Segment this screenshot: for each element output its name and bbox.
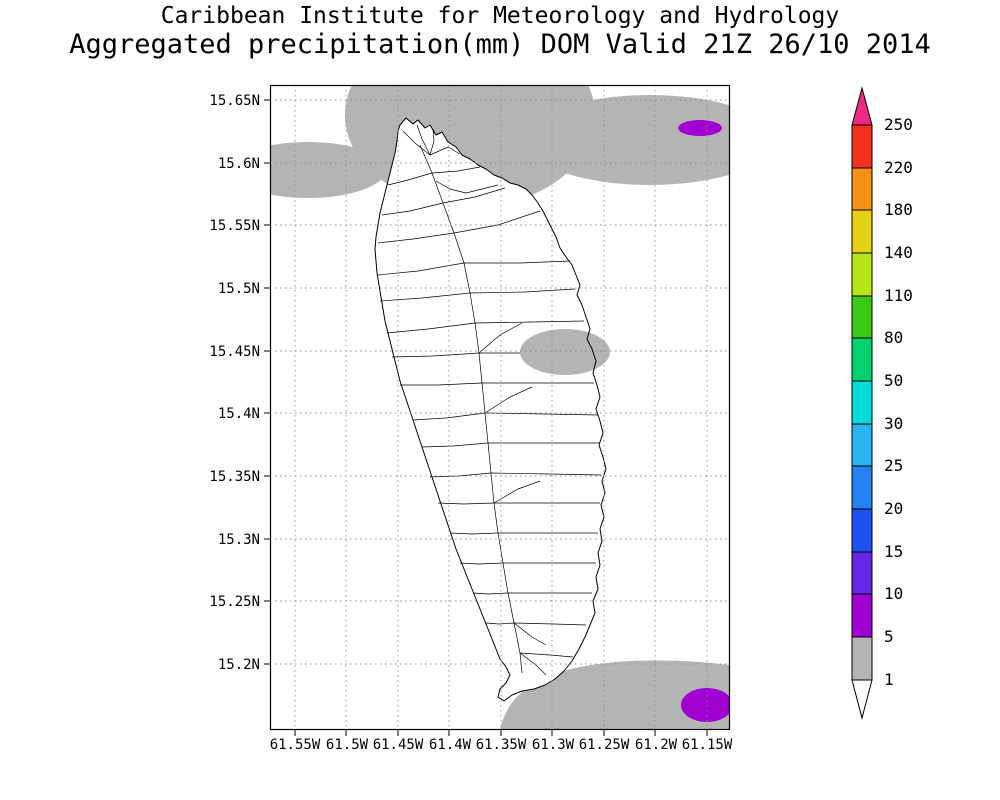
colorbar-label: 110 — [884, 286, 913, 305]
colorbar-segment — [851, 124, 873, 169]
y-axis-label: 15.45N — [209, 344, 260, 360]
colorbar-label: 15 — [884, 542, 903, 561]
colorbar-label: 50 — [884, 371, 903, 390]
y-axis-label: 15.3N — [217, 532, 260, 548]
colorbar-segment — [851, 423, 873, 467]
purple-spot-northeast — [678, 120, 722, 136]
colorbar-segment — [851, 508, 873, 553]
precip-colorbar: 250 220 180 140 110 80 50 30 25 20 15 10… — [851, 86, 913, 720]
y-axis-label: 15.55N — [209, 218, 260, 234]
y-axis-label: 15.2N — [217, 657, 260, 673]
x-axis-label: 61.3W — [531, 737, 575, 753]
colorbar-segment — [851, 465, 873, 510]
colorbar-label: 140 — [884, 243, 913, 262]
y-axis-label: 15.4N — [217, 406, 260, 422]
colorbar-arrow-top — [851, 86, 873, 126]
y-axis-label: 15.5N — [217, 281, 260, 297]
shade-west-edge-blob — [270, 142, 386, 198]
colorbar-segment — [851, 167, 873, 211]
colorbar-label: 25 — [884, 456, 903, 475]
precip-map — [264, 84, 731, 736]
shade-north-east-band — [525, 95, 730, 185]
colorbar-label: 10 — [884, 584, 903, 603]
colorbar-label: 1 — [884, 670, 894, 689]
shade-east-coast-spot — [520, 329, 610, 375]
y-axis-label: 15.35N — [209, 469, 260, 485]
colorbar-label: 220 — [884, 158, 913, 177]
axis-ticks — [264, 99, 708, 736]
page-subtitle: Aggregated precipitation(mm) DOM Valid 2… — [69, 28, 931, 60]
colorbar-arrow-bottom — [851, 679, 873, 720]
x-axis-label: 61.2W — [634, 737, 678, 753]
colorbar-label: 20 — [884, 499, 903, 518]
colorbar-segment — [851, 295, 873, 339]
colorbar-segment — [851, 551, 873, 595]
purple-spot-southeast — [681, 688, 730, 722]
x-axis-label: 61.35W — [475, 737, 527, 753]
x-axis-label: 61.4W — [428, 737, 472, 753]
shade-southeast-area — [500, 660, 730, 730]
x-axis-label: 61.15W — [681, 737, 733, 753]
colorbar-label: 5 — [884, 627, 894, 646]
y-axis-label: 15.65N — [209, 93, 260, 109]
graticule — [270, 85, 730, 730]
title-block: Caribbean Institute for Meteorology and … — [0, 3, 1000, 60]
colorbar-label: 80 — [884, 328, 903, 347]
y-axis-label: 15.25N — [209, 594, 260, 610]
colorbar-label: 250 — [884, 115, 913, 134]
colorbar-segment — [851, 636, 873, 681]
x-axis-label: 61.25W — [578, 737, 630, 753]
plot-frame — [269, 84, 731, 731]
x-axis-label: 61.5W — [325, 737, 369, 753]
x-axis-label: 61.45W — [372, 737, 424, 753]
colorbar-label: 30 — [884, 414, 903, 433]
map-shading-layer — [270, 85, 730, 730]
watershed-lines — [377, 124, 602, 676]
y-axis-label: 15.6N — [217, 156, 260, 172]
colorbar-label: 180 — [884, 200, 913, 219]
colorbar-segment — [851, 252, 873, 297]
colorbar-segment — [851, 337, 873, 382]
colorbar-segment — [851, 593, 873, 638]
colorbar-segment — [851, 380, 873, 425]
x-axis-label: 61.55W — [269, 737, 321, 753]
colorbar-segment — [851, 209, 873, 254]
page-title: Caribbean Institute for Meteorology and … — [160, 3, 840, 29]
